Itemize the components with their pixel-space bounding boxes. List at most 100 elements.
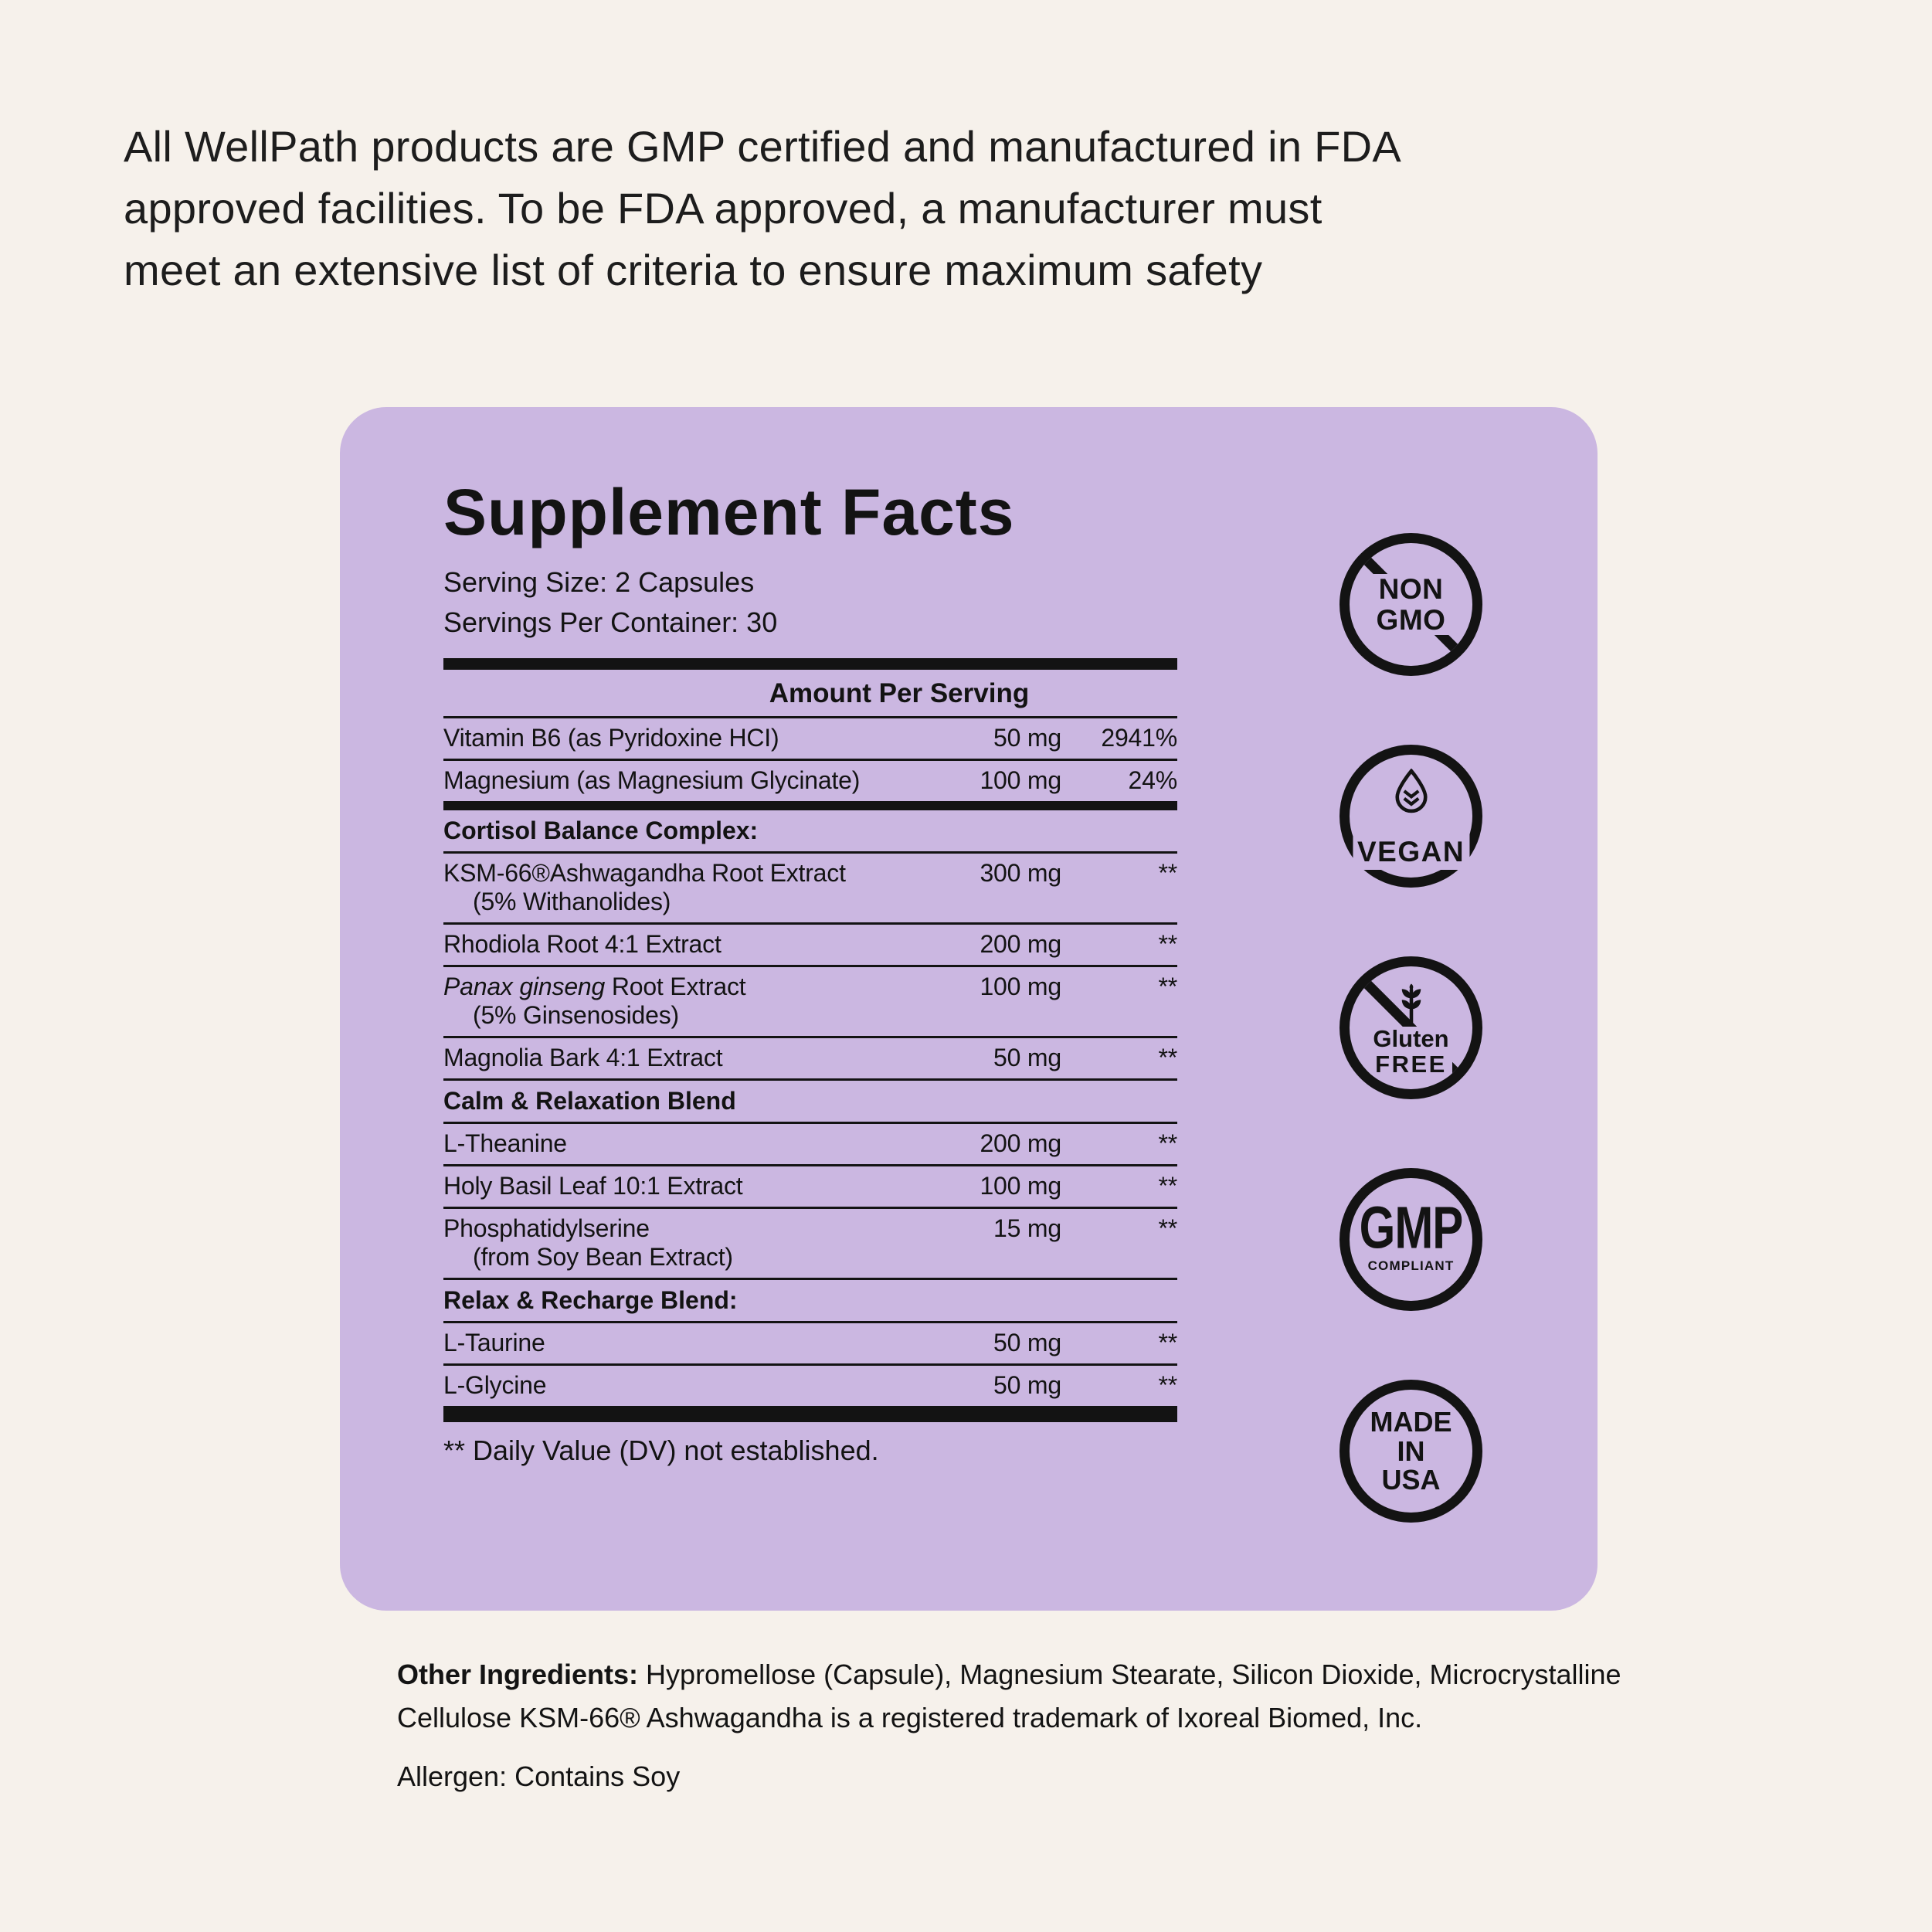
vegan-badge: VEGAN [1339, 745, 1482, 888]
ingredient-daily-value: ** [1158, 930, 1177, 959]
blend-section-row: Calm & Relaxation Blend [443, 1087, 736, 1115]
ingredient-amount: 15 mg [993, 1214, 1061, 1243]
gmp-compliant-badge: GMP COMPLIANT [1339, 1168, 1482, 1311]
badge-text: Gluten FREE [1370, 1026, 1452, 1078]
badge-text-line: MADE [1370, 1406, 1452, 1438]
daily-value-footnote: ** Daily Value (DV) not established. [443, 1435, 879, 1467]
ingredient-daily-value: ** [1158, 1371, 1177, 1400]
divider [443, 1363, 1177, 1367]
ingredient-subtext: (5% Withanolides) [473, 888, 671, 916]
ingredient-row: Magnesium (as Magnesium Glycinate) 100 mg… [443, 761, 1177, 801]
header-line: meet an extensive list of criteria to en… [124, 246, 1263, 295]
divider [443, 1207, 1177, 1210]
badge-text-line: VEGAN [1352, 834, 1470, 870]
ingredient-amount: 100 mg [980, 1172, 1061, 1200]
ingredient-amount: 50 mg [993, 1329, 1061, 1357]
non-gmo-badge: NON GMO [1339, 533, 1482, 676]
ingredient-daily-value: ** [1158, 859, 1177, 888]
ingredient-daily-value: ** [1158, 1172, 1177, 1200]
badge-text-line: GMO [1372, 604, 1450, 635]
ingredient-amount: 50 mg [993, 724, 1061, 752]
divider [443, 851, 1177, 854]
certification-badges: NON GMO VEGAN Gluten FREE GMP COMPLIANT MADE IN U… [1339, 533, 1482, 1523]
divider [443, 1164, 1177, 1167]
ingredient-daily-value: 2941% [1101, 724, 1177, 752]
badge-text-line: FREE [1370, 1051, 1452, 1078]
ingredient-row: L-Glycine 50 mg ** [443, 1366, 1177, 1406]
ingredient-row: Panax ginseng Root Extract (5% Ginsenosid… [443, 967, 1177, 1036]
footer-text: Other Ingredients: Hypromellose (Capsule… [397, 1653, 1633, 1798]
ingredient-amount: 50 mg [993, 1371, 1061, 1400]
ingredient-row: Vitamin B6 (as Pyridoxine HCI) 50 mg 2941% [443, 718, 1177, 759]
badge-text-line: IN [1397, 1435, 1425, 1467]
badge-text-line: Gluten [1370, 1026, 1452, 1052]
divider [443, 965, 1177, 968]
divider [443, 801, 1177, 811]
divider [443, 1078, 1177, 1081]
badge-text-line: NON [1372, 574, 1450, 605]
ingredient-amount: 50 mg [993, 1044, 1061, 1072]
ingredient-row: KSM-66®Ashwagandha Root Extract (5% Witha… [443, 854, 1177, 922]
ingredient-name: Rhodiola Root 4:1 Extract [443, 930, 722, 959]
badge-text: GMP COMPLIANT [1360, 1198, 1464, 1274]
badge-text: VEGAN [1352, 834, 1470, 870]
ingredient-name: KSM-66®Ashwagandha Root Extract (5% Witha… [443, 859, 918, 916]
ingredient-row: Holy Basil Leaf 10:1 Extract 100 mg ** [443, 1166, 1177, 1207]
badge-text: MADE IN USA [1370, 1406, 1452, 1496]
divider [443, 1278, 1177, 1281]
serving-size-text: Serving Size: 2 Capsules [443, 566, 755, 598]
supplement-card: Supplement Facts Serving Size: 2 Capsule… [340, 407, 1598, 1611]
other-ingredients-text: Other Ingredients: Hypromellose (Capsule… [397, 1653, 1633, 1740]
wheat-icon [1395, 983, 1428, 1027]
ingredient-name: Magnesium (as Magnesium Glycinate) [443, 766, 861, 795]
ingredient-daily-value: ** [1158, 1044, 1177, 1072]
ingredient-name: L-Theanine [443, 1129, 567, 1158]
divider [443, 1036, 1177, 1039]
ingredient-row: Rhodiola Root 4:1 Extract 200 mg ** [443, 925, 1177, 965]
supplement-facts-title: Supplement Facts [443, 476, 1015, 548]
divider [443, 922, 1177, 925]
ingredient-name: Phosphatidylserine (from Soy Bean Extract… [443, 1214, 918, 1272]
header-line: All WellPath products are GMP certified … [124, 122, 1402, 171]
ingredient-daily-value: ** [1158, 1214, 1177, 1243]
ingredient-row: L-Theanine 200 mg ** [443, 1124, 1177, 1164]
badge-text-line: GMP [1359, 1194, 1464, 1261]
ingredient-subtext: (from Soy Bean Extract) [473, 1243, 733, 1272]
ingredient-row: Magnolia Bark 4:1 Extract 50 mg ** [443, 1038, 1177, 1078]
ingredient-name: L-Taurine [443, 1329, 545, 1357]
allergen-text: Allergen: Contains Soy [397, 1760, 681, 1792]
gluten-free-badge: Gluten FREE [1339, 956, 1482, 1099]
ingredient-amount: 300 mg [980, 859, 1061, 888]
servings-per-container-text: Servings Per Container: 30 [443, 606, 778, 639]
divider [443, 759, 1177, 762]
other-ingredients-label: Other Ingredients: [397, 1659, 639, 1690]
ingredient-daily-value: ** [1158, 1329, 1177, 1357]
header-paragraph: All WellPath products are GMP certified … [124, 116, 1869, 301]
ingredient-amount: 100 mg [980, 973, 1061, 1001]
divider [443, 716, 1177, 719]
leaf-droplet-icon [1392, 768, 1431, 813]
supplement-facts-panel: Supplement Facts Serving Size: 2 Capsule… [443, 475, 1177, 1467]
badge-text-line: USA [1381, 1464, 1441, 1496]
ingredient-name: Magnolia Bark 4:1 Extract [443, 1044, 723, 1072]
divider [443, 1122, 1177, 1125]
ingredient-name: Panax ginseng Root Extract (5% Ginsenosid… [443, 973, 918, 1030]
ingredient-name: L-Glycine [443, 1371, 547, 1400]
ingredient-row: L-Taurine 50 mg ** [443, 1323, 1177, 1363]
badge-text: NON GMO [1372, 574, 1450, 635]
header-line: approved facilities. To be FDA approved,… [124, 184, 1323, 233]
divider [443, 1406, 1177, 1423]
blend-section-row: Cortisol Balance Complex: [443, 817, 759, 845]
ingredient-amount: 200 mg [980, 1129, 1061, 1158]
ingredient-name: Vitamin B6 (as Pyridoxine HCI) [443, 724, 779, 752]
ingredient-daily-value: ** [1158, 973, 1177, 1001]
ingredient-daily-value: 24% [1128, 766, 1178, 795]
made-in-usa-badge: MADE IN USA [1339, 1380, 1482, 1523]
ingredient-daily-value: ** [1158, 1129, 1177, 1158]
ingredient-amount: 200 mg [980, 930, 1061, 959]
ingredient-row: Phosphatidylserine (from Soy Bean Extract… [443, 1209, 1177, 1278]
divider-top [443, 658, 1177, 671]
divider [443, 1321, 1177, 1324]
ingredient-name: Holy Basil Leaf 10:1 Extract [443, 1172, 743, 1200]
amount-per-serving-header: Amount Per Serving [769, 678, 1030, 709]
